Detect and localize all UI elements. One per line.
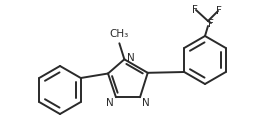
Text: N: N: [106, 98, 114, 108]
Text: N: N: [127, 53, 135, 63]
Text: N: N: [142, 98, 150, 108]
Text: F: F: [216, 6, 222, 16]
Text: CH₃: CH₃: [110, 29, 129, 39]
Text: F: F: [192, 5, 198, 15]
Text: F: F: [208, 19, 214, 29]
